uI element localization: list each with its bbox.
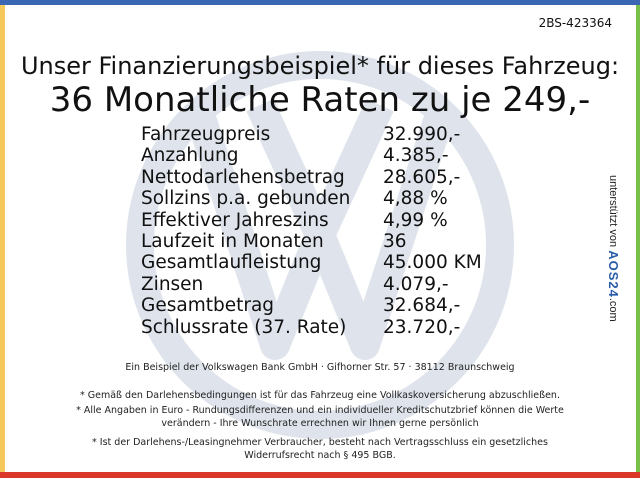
row-value: 4,88 % [383, 188, 448, 210]
title-line-1: Unser Finanzierungsbeispiel* für dieses … [20, 52, 620, 80]
row-value: 36 [383, 230, 407, 252]
table-row: Gesamtlaufleistung 45.000 KM [141, 252, 482, 274]
row-label: Gesamtbetrag [141, 295, 275, 317]
table-row: Gesamtbetrag 32.684,- [141, 295, 460, 317]
footnote-1: * Gemäß den Darlehensbedingungen ist für… [80, 390, 560, 401]
row-value: 23.720,- [383, 316, 461, 338]
row-label: Nettodarlehensbetrag [141, 166, 345, 188]
table-row: Schlussrate (37. Rate) 23.720,- [141, 316, 460, 338]
table-row: Fahrzeugpreis 32.990,- [141, 124, 460, 145]
footnote-3b: Widerrufsrecht nach § 495 BGB. [244, 450, 396, 461]
right-border [636, 5, 640, 472]
row-label: Laufzeit in Monaten [141, 230, 324, 252]
footnote-2a: * Alle Angaben in Euro - Rundungsdiffere… [76, 405, 564, 416]
row-value: 4,99 % [383, 209, 448, 231]
table-row: Zinsen 4.079,- [141, 273, 449, 295]
table-row: Effektiver Jahreszins 4,99 % [141, 209, 448, 231]
row-value: 32.990,- [383, 124, 461, 145]
brand-suffix: .com [607, 297, 619, 322]
top-border [0, 0, 640, 5]
row-label: Sollzins p.a. gebunden [141, 188, 351, 210]
row-label: Gesamtlaufleistung [141, 252, 322, 274]
finance-table: Fahrzeugpreis 32.990,- Anzahlung 4.385,- Net… [141, 124, 482, 338]
footnote-2b: verändern - Ihre Wunschrate errechnen wi… [161, 418, 479, 429]
title-line-2: 36 Monatliche Raten zu je 249,- [49, 80, 591, 120]
aos24-brand: AOS24 [606, 250, 621, 298]
table-row: Laufzeit in Monaten 36 [141, 230, 407, 252]
row-value: 28.605,- [383, 166, 461, 188]
vw-logo-icon [126, 51, 514, 439]
reference-number: 2BS-423364 [538, 16, 612, 30]
bank-line: Ein Beispiel der Volkswagen Bank GmbH · … [125, 362, 515, 373]
row-label: Effektiver Jahreszins [141, 209, 329, 231]
supported-by-text: unterstützt von [607, 175, 619, 248]
row-value: 4.385,- [383, 145, 449, 167]
row-label: Zinsen [141, 273, 204, 295]
row-value: 32.684,- [383, 295, 461, 317]
row-label: Anzahlung [141, 145, 239, 167]
left-border [0, 5, 5, 472]
table-row: Anzahlung 4.385,- [141, 145, 449, 167]
table-row: Sollzins p.a. gebunden 4,88 % [141, 188, 448, 210]
table-row: Nettodarlehensbetrag 28.605,- [141, 166, 460, 188]
row-label: Fahrzeugpreis [141, 124, 271, 145]
row-value: 45.000 KM [383, 252, 482, 274]
supported-by: unterstützt von AOS24.com [606, 175, 621, 322]
row-value: 4.079,- [383, 273, 449, 295]
row-label: Schlussrate (37. Rate) [141, 316, 347, 338]
bottom-border [0, 472, 640, 478]
footnote-3a: * Ist der Darlehens-/Leasingnehmer Verbr… [92, 437, 548, 448]
